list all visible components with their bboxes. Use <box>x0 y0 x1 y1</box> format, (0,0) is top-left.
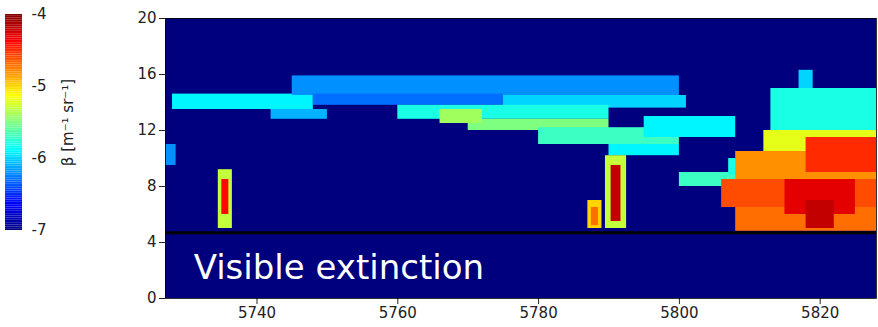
svg-text:0: 0 <box>147 289 157 307</box>
svg-text:β [m⁻¹ sr⁻¹]: β [m⁻¹ sr⁻¹] <box>59 79 77 166</box>
svg-text:-4: -4 <box>32 5 47 23</box>
svg-text:5820: 5820 <box>801 304 839 322</box>
svg-text:5780: 5780 <box>520 304 558 322</box>
svg-text:8: 8 <box>147 177 157 195</box>
svg-text:20: 20 <box>137 9 156 27</box>
svg-text:16: 16 <box>137 65 156 83</box>
svg-text:5760: 5760 <box>379 304 417 322</box>
svg-text:5800: 5800 <box>660 304 698 322</box>
svg-text:5740: 5740 <box>238 304 276 322</box>
svg-text:-6: -6 <box>32 149 47 167</box>
svg-text:12: 12 <box>137 121 156 139</box>
svg-text:-5: -5 <box>32 77 47 95</box>
svg-text:Visible extinction: Visible extinction <box>194 247 484 287</box>
svg-text:-7: -7 <box>32 221 47 239</box>
svg-text:4: 4 <box>147 233 157 251</box>
